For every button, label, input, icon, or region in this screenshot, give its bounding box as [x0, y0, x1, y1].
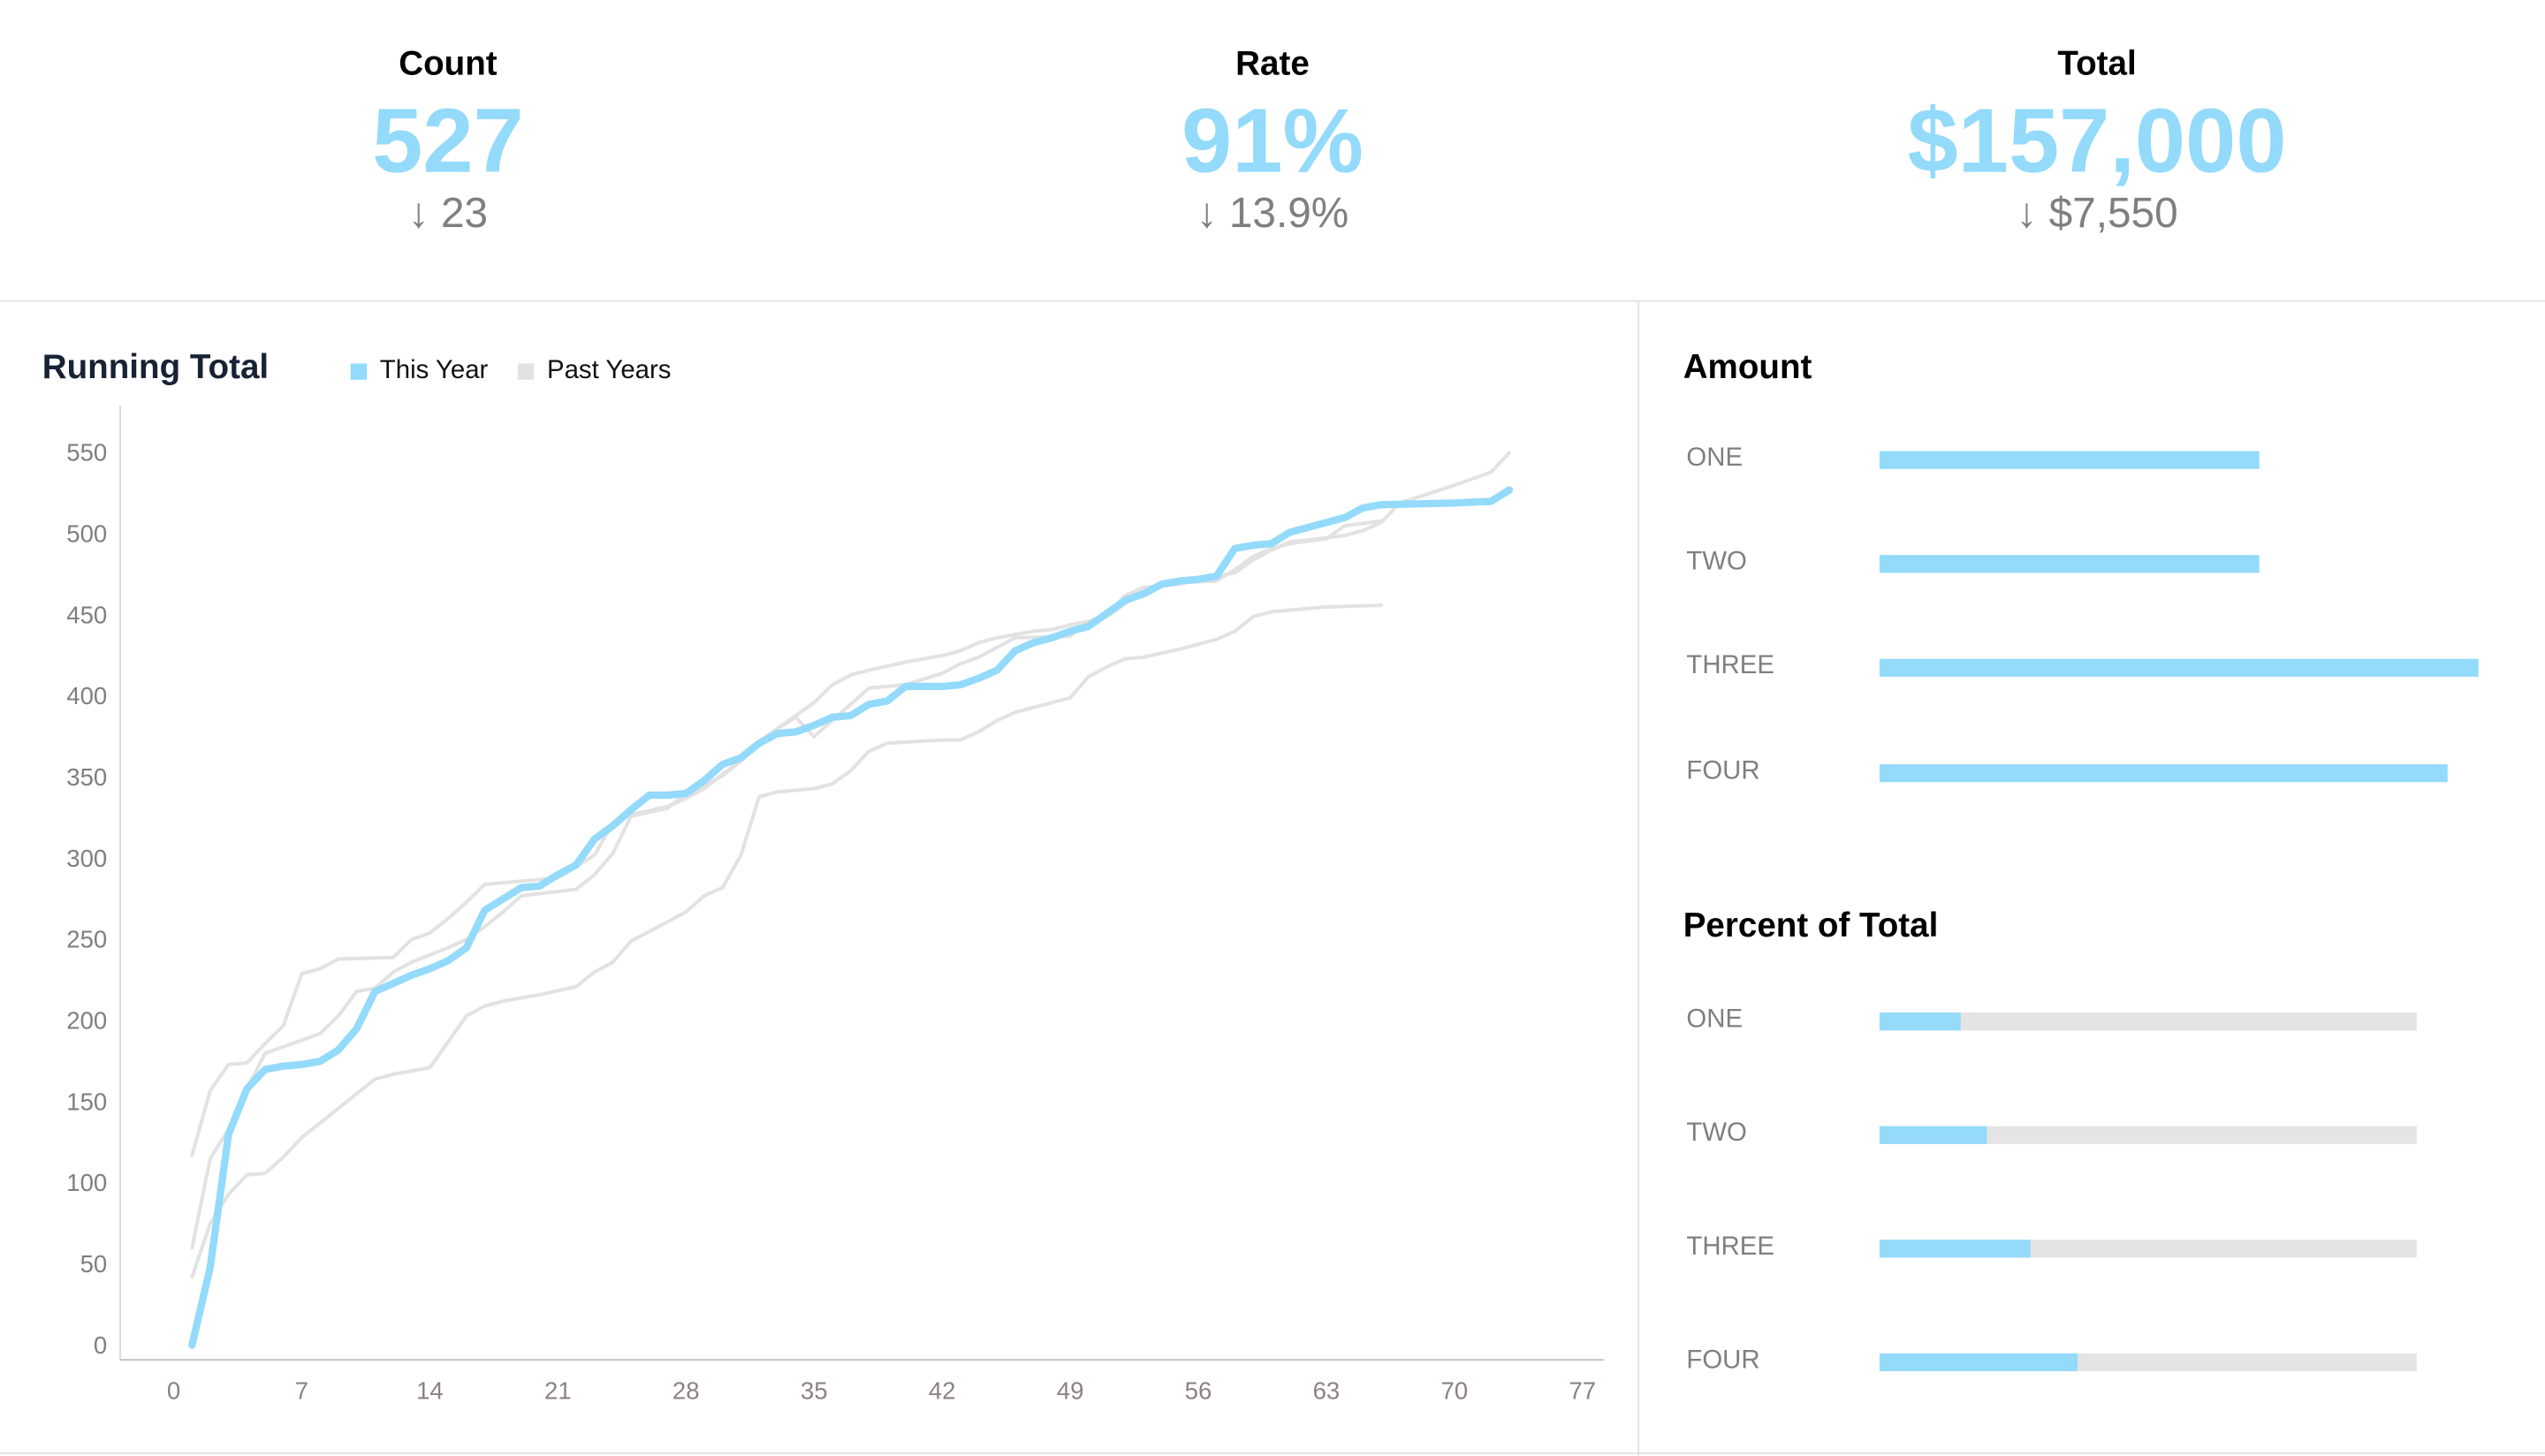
legend-swatch: [350, 363, 368, 380]
legend-label: This Year: [379, 357, 489, 385]
divider: [1637, 301, 1640, 1456]
bar-label: THREE: [1686, 1232, 1774, 1262]
x-tick-label: 0: [167, 1376, 180, 1404]
bar-fill: [1879, 764, 2448, 783]
kpi-label: Total: [2057, 45, 2137, 83]
bar-track: [1879, 764, 2479, 783]
kpi-count: Count 527 ↓ 23: [35, 0, 860, 239]
series-line-past-year: [190, 603, 1384, 1279]
running-total-chart: 0 50 100 150 200 250 300 350 400 450 500 550 0 7 14 21 2…: [66, 406, 1604, 1404]
y-tick-label: 350: [66, 763, 107, 791]
x-tick-label: 49: [1057, 1376, 1084, 1404]
bar-track: [1879, 658, 2479, 677]
bar-label: TWO: [1686, 548, 1747, 577]
bar-label: THREE: [1686, 652, 1774, 680]
bar-fill: [1879, 658, 2479, 677]
x-tick-label: 77: [1569, 1376, 1596, 1404]
y-tick-label: 300: [66, 845, 107, 872]
bar-label: TWO: [1686, 1119, 1747, 1148]
kpi-value: 527: [372, 89, 524, 192]
bar-fill: [1879, 451, 2260, 469]
x-tick-label: 63: [1313, 1376, 1341, 1404]
series-line-past-year: [190, 451, 1511, 1157]
amount-title: Amount: [1683, 348, 1812, 387]
y-tick-label: 200: [66, 1006, 107, 1034]
bar-track: [1879, 1012, 2417, 1031]
kpi-label: Rate: [1235, 45, 1310, 83]
x-tick-label: 28: [672, 1376, 700, 1404]
y-tick-label: 0: [94, 1331, 107, 1359]
bar-fill: [1879, 1353, 2078, 1372]
x-tick-label: 35: [801, 1376, 828, 1404]
bar-track: [1879, 451, 2479, 469]
kpi-value: $157,000: [1907, 89, 2287, 192]
x-tick-label: 42: [929, 1376, 956, 1404]
legend-past-years: Past Years: [517, 357, 672, 386]
legend-swatch: [517, 363, 535, 380]
bar-track: [1879, 1353, 2417, 1372]
series-line-past-year: [190, 519, 1384, 1250]
bar-fill: [1879, 555, 2260, 573]
kpi-rate: Rate 91% ↓ 13.9%: [860, 0, 1684, 239]
percent-title: Percent of Total: [1683, 906, 1939, 944]
bar-track: [1879, 1126, 2417, 1144]
bar-label: ONE: [1686, 1005, 1744, 1034]
legend-label: Past Years: [546, 357, 672, 385]
bar-track: [1879, 1240, 2417, 1258]
y-tick-label: 400: [66, 682, 107, 709]
y-tick-label: 450: [66, 601, 107, 628]
divider: [0, 300, 2545, 302]
bar-label: FOUR: [1686, 1346, 1760, 1375]
y-tick-label: 550: [66, 439, 107, 466]
x-tick-label: 7: [295, 1376, 308, 1404]
bar-track: [1879, 555, 2479, 573]
x-tick-label: 56: [1185, 1376, 1212, 1404]
y-tick-label: 100: [66, 1169, 107, 1196]
x-tick-label: 70: [1441, 1376, 1469, 1404]
chart-title: Running Total: [42, 348, 270, 387]
kpi-value: 91%: [1181, 89, 1364, 192]
x-tick-label: 14: [416, 1376, 444, 1404]
legend-this-year: This Year: [350, 357, 489, 386]
kpi-delta: ↓ $7,550: [2016, 188, 2178, 238]
x-tick-label: 21: [544, 1376, 572, 1404]
kpi-label: Count: [399, 45, 498, 83]
kpi-delta: ↓ 23: [407, 188, 489, 238]
bar-label: FOUR: [1686, 757, 1760, 785]
y-tick-label: 250: [66, 926, 107, 953]
bar-label: ONE: [1686, 444, 1744, 473]
y-tick-label: 150: [66, 1088, 107, 1115]
series-line-this-year: [188, 486, 1514, 1349]
bar-fill: [1879, 1012, 1961, 1031]
kpi-total: Total $157,000 ↓ $7,550: [1685, 0, 2510, 239]
divider: [0, 1452, 2545, 1454]
bar-fill: [1879, 1240, 2031, 1258]
y-tick-label: 500: [66, 519, 107, 547]
kpi-delta: ↓ 13.9%: [1196, 188, 1349, 238]
bar-fill: [1879, 1126, 1987, 1144]
y-tick-label: 50: [80, 1250, 108, 1278]
